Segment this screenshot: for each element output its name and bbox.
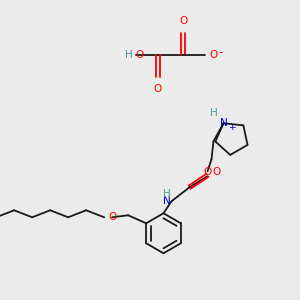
Text: O: O: [179, 16, 187, 26]
Text: H: H: [125, 50, 133, 60]
Text: H: H: [163, 189, 170, 199]
Text: O: O: [209, 50, 217, 60]
Text: N: N: [220, 118, 227, 128]
Text: +: +: [229, 123, 236, 132]
Text: -: -: [218, 46, 222, 59]
Text: O: O: [136, 50, 144, 60]
Text: O: O: [154, 84, 162, 94]
Text: N: N: [163, 196, 170, 206]
Text: O: O: [203, 167, 211, 177]
Text: H: H: [210, 108, 218, 118]
Text: O: O: [108, 212, 116, 222]
Text: O: O: [212, 167, 221, 177]
